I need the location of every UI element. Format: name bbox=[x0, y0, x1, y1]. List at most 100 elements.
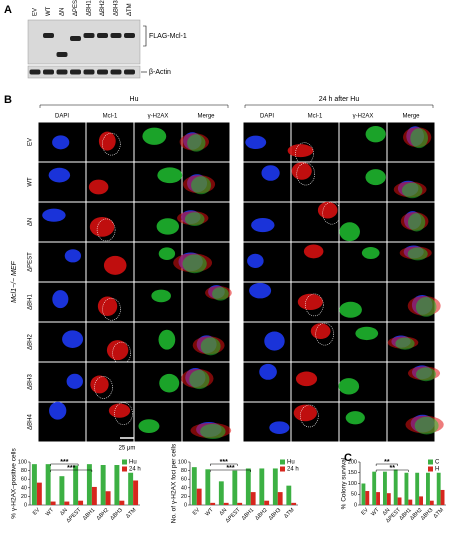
bracket bbox=[244, 104, 434, 108]
cell bbox=[264, 331, 285, 351]
y-tick-label: 100 bbox=[178, 459, 187, 465]
band bbox=[97, 69, 108, 75]
band bbox=[83, 69, 95, 75]
x-tick-label: ΔN bbox=[219, 507, 229, 517]
cell bbox=[401, 182, 423, 199]
y-axis-label: % Colony survival bbox=[341, 457, 348, 509]
micrograph bbox=[339, 402, 387, 442]
micrograph bbox=[339, 242, 387, 282]
blot-label: β-Actin bbox=[149, 69, 171, 76]
lane-label: ΔN bbox=[60, 8, 66, 16]
channel-label: Mcl-1 bbox=[308, 114, 323, 120]
scale-label: 25 μm bbox=[119, 446, 136, 452]
x-tick-label: ΔBH3 bbox=[268, 507, 282, 521]
nucleus-outline bbox=[114, 402, 133, 425]
y-tick-label: 20 bbox=[21, 494, 27, 500]
bar bbox=[272, 468, 278, 505]
cell bbox=[407, 213, 426, 232]
lane-label: ΔPEST bbox=[73, 0, 79, 16]
bracket bbox=[39, 104, 229, 108]
cell bbox=[97, 296, 118, 316]
legend-swatch bbox=[122, 466, 127, 472]
cell bbox=[66, 373, 83, 389]
cell bbox=[89, 216, 115, 237]
row-label: ΔPEST bbox=[28, 252, 34, 272]
bar bbox=[133, 480, 139, 505]
band bbox=[97, 33, 108, 38]
x-tick-label: EV bbox=[192, 507, 202, 517]
cell bbox=[98, 131, 116, 151]
channel-label: Mcl-1 bbox=[103, 114, 118, 120]
blot bbox=[27, 19, 141, 65]
panel-letter: A bbox=[4, 4, 12, 16]
annotation: ** bbox=[390, 465, 396, 472]
x-tick-label: ΔPEST bbox=[225, 507, 242, 524]
lane-label: ΔTM bbox=[127, 3, 133, 16]
y-tick-label: 150 bbox=[348, 470, 357, 476]
band bbox=[70, 69, 81, 75]
bar bbox=[91, 486, 97, 505]
cell bbox=[151, 289, 171, 303]
x-tick-label: ΔN bbox=[59, 507, 69, 517]
annotation: *** bbox=[226, 465, 234, 472]
y-tick-label: 100 bbox=[18, 459, 27, 465]
cell bbox=[407, 247, 428, 261]
band bbox=[29, 69, 41, 75]
sig-bracket bbox=[210, 469, 251, 472]
bar bbox=[50, 501, 56, 505]
cell bbox=[259, 363, 277, 380]
bar bbox=[393, 469, 398, 505]
cell bbox=[365, 169, 386, 186]
sig-bracket bbox=[210, 463, 238, 466]
lane-label: EV bbox=[33, 8, 39, 16]
group-label: 24 h after Hu bbox=[319, 96, 360, 103]
cell bbox=[338, 378, 360, 395]
cell bbox=[200, 337, 221, 356]
y-tick-label: 80 bbox=[181, 468, 187, 474]
cell bbox=[339, 301, 362, 318]
nucleus-outline bbox=[112, 341, 131, 365]
bar bbox=[408, 499, 413, 505]
bar bbox=[237, 502, 243, 505]
bar bbox=[196, 488, 202, 505]
cell bbox=[310, 323, 331, 340]
bar bbox=[397, 497, 402, 505]
band bbox=[124, 69, 135, 75]
y-tick-label: 40 bbox=[181, 485, 187, 491]
row-label: ΔBH1 bbox=[28, 294, 34, 310]
cell bbox=[142, 127, 167, 145]
cell bbox=[415, 297, 437, 317]
bar bbox=[191, 467, 197, 505]
nucleus-outline bbox=[296, 162, 316, 186]
band bbox=[110, 33, 122, 38]
band bbox=[70, 36, 81, 41]
cell bbox=[212, 287, 229, 301]
bar bbox=[105, 491, 111, 505]
micrograph bbox=[134, 282, 182, 322]
cell bbox=[103, 255, 127, 275]
cell bbox=[62, 330, 84, 348]
panel-letter: C bbox=[344, 452, 352, 464]
cell bbox=[64, 249, 82, 263]
bar bbox=[429, 500, 434, 505]
panel-letter: B bbox=[4, 94, 12, 106]
nucleus-outline bbox=[295, 142, 314, 165]
bar bbox=[86, 464, 92, 505]
bar bbox=[205, 469, 211, 505]
channel-label: DAPI bbox=[260, 114, 274, 120]
cell bbox=[345, 411, 365, 425]
side-label: Mcl1−/− MEF bbox=[11, 260, 18, 302]
row-label: EV bbox=[28, 138, 34, 146]
cell bbox=[156, 218, 180, 235]
cell bbox=[187, 134, 206, 152]
y-axis-label: % γ-H2AX–positive cells bbox=[11, 448, 18, 519]
bar bbox=[114, 465, 120, 505]
bar bbox=[361, 483, 366, 505]
lane-label: ΔBH3 bbox=[114, 0, 120, 16]
y-tick-label: 40 bbox=[21, 485, 27, 491]
row-label: ΔBH4 bbox=[28, 414, 34, 430]
legend-swatch bbox=[280, 466, 285, 472]
x-tick-label: EV bbox=[360, 507, 370, 517]
cell bbox=[90, 375, 109, 394]
y-tick-label: 0 bbox=[354, 502, 357, 508]
